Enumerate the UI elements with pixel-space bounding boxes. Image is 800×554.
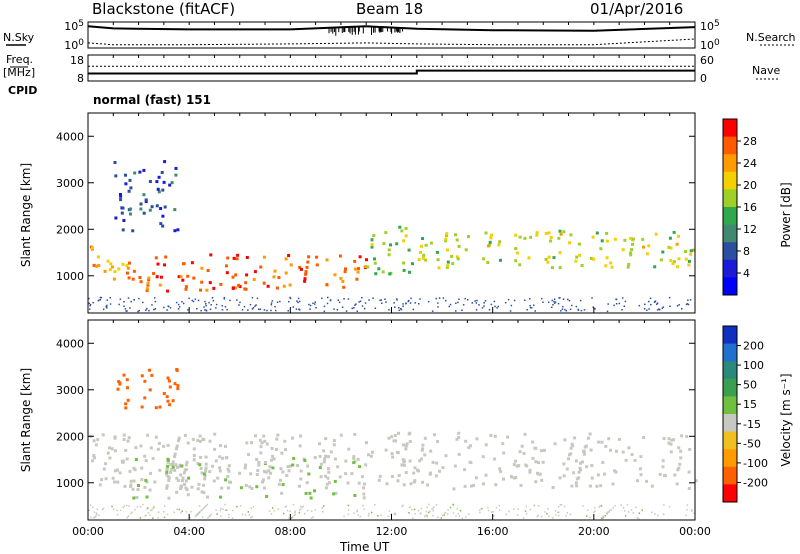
power-colorbar-tick: 4 <box>743 267 750 280</box>
power-colorbar-tick: 28 <box>743 135 757 148</box>
power-colorbar-swatch <box>723 277 737 295</box>
power-colorbar-swatch <box>723 225 737 243</box>
power-colorbar-swatch <box>723 172 737 190</box>
x-tick-label: 04:00 <box>173 525 205 538</box>
y-tick-label: 1000 <box>56 477 84 490</box>
power-colorbar-swatch <box>723 260 737 278</box>
velocity-colorbar-tick: -50 <box>743 437 761 450</box>
velocity-colorbar-tick: 200 <box>743 340 764 353</box>
power-colorbar-tick: 8 <box>743 245 750 258</box>
power-colorbar-tick: 12 <box>743 223 757 236</box>
power-colorbar-swatch <box>723 189 737 207</box>
velocity-colorbar-swatch <box>723 432 737 450</box>
y-tick-label: 3000 <box>56 177 84 190</box>
freq-panel <box>88 55 695 81</box>
velocity-colorbar-swatch <box>723 361 737 379</box>
noise-tick-left-bottom: 100 <box>64 38 84 52</box>
velocity-colorbar-tick: 50 <box>743 379 757 392</box>
velocity-colorbar-swatch <box>723 467 737 485</box>
freq-tick-bottom: 8 <box>77 72 84 85</box>
x-tick-label: 08:00 <box>274 525 306 538</box>
power-panel-bg <box>88 113 695 313</box>
nave-tick-top: 60 <box>700 54 714 67</box>
velocity-colorbar-swatch <box>723 326 737 344</box>
velocity-colorbar-swatch <box>723 449 737 467</box>
power-colorbar-swatch <box>723 207 737 225</box>
noise-tick-right-bottom: 100 <box>700 38 720 52</box>
velocity-colorbar-label: Velocity [m s⁻¹] <box>779 373 793 466</box>
x-tick-label: 20:00 <box>578 525 610 538</box>
power-colorbar-swatch <box>723 242 737 260</box>
x-tick-label: 12:00 <box>376 525 408 538</box>
velocity-colorbar-tick: -100 <box>743 457 768 470</box>
y-tick-label: 4000 <box>56 337 84 350</box>
power-colorbar-tick: 24 <box>743 157 757 170</box>
velocity-colorbar-tick: -15 <box>743 418 761 431</box>
y-tick-label: 2000 <box>56 430 84 443</box>
nave-tick-bottom: 0 <box>700 72 707 85</box>
velocity-colorbar-tick: 15 <box>743 398 757 411</box>
power-colorbar-swatch <box>723 154 737 172</box>
power-colorbar-tick: 20 <box>743 179 757 192</box>
freq-tick-top: 18 <box>70 54 84 67</box>
x-tick-label: 00:00 <box>72 525 104 538</box>
radar-chart: 105 100 105 100 18 8 60 0 00:00 04:00 08:00 12:00… <box>0 0 800 554</box>
velocity-colorbar-swatch <box>723 379 737 397</box>
power-colorbar-swatch <box>723 137 737 155</box>
velocity-colorbar-swatch <box>723 414 737 432</box>
freq-series-line <box>88 71 695 74</box>
noise-tick-left-top: 105 <box>64 19 84 33</box>
velocity-colorbar-tick: 100 <box>743 359 764 372</box>
power-colorbar-swatch <box>723 119 737 137</box>
velocity-colorbar-swatch <box>723 484 737 502</box>
velocity-ylabel: Slant Range [km] <box>19 368 33 472</box>
power-ylabel: Slant Range [km] <box>19 163 33 267</box>
y-tick-label: 2000 <box>56 223 84 236</box>
y-tick-label: 3000 <box>56 384 84 397</box>
nsearch-series-line <box>88 39 695 45</box>
power-colorbar-label: Power [dB] <box>779 182 793 247</box>
x-tick-label: 16:00 <box>477 525 509 538</box>
velocity-colorbar-swatch <box>723 396 737 414</box>
velocity-colorbar-swatch <box>723 344 737 362</box>
velocity-colorbar-tick: -200 <box>743 476 768 489</box>
y-tick-label: 1000 <box>56 270 84 283</box>
y-tick-label: 4000 <box>56 130 84 143</box>
power-colorbar-tick: 16 <box>743 201 757 214</box>
noise-tick-right-top: 105 <box>700 19 720 33</box>
x-tick-label: 00:00 <box>679 525 711 538</box>
